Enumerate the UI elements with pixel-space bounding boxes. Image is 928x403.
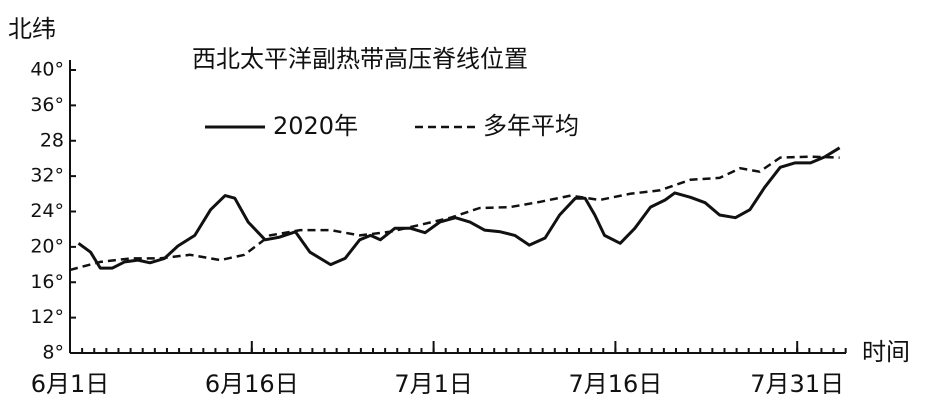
legend-label: 2020年 (273, 112, 358, 140)
series-line (69, 155, 840, 272)
x-axis-label: 时间 (862, 338, 910, 366)
y-tick-label: 12° (30, 306, 64, 328)
y-tick-label: 16° (30, 271, 64, 293)
x-tick-label: 6月1日 (31, 370, 110, 398)
x-tick-label: 7月16日 (568, 370, 662, 398)
y-tick-label: 24° (30, 200, 64, 222)
y-tick-label: 8° (42, 342, 64, 364)
x-tick-label: 6月16日 (205, 370, 299, 398)
y-tick-label: 36° (30, 94, 64, 116)
legend-label: 多年平均 (483, 112, 579, 140)
y-tick-label: 20° (30, 235, 64, 257)
y-tick-label: 32° (30, 165, 64, 187)
x-tick-label: 7月1日 (394, 370, 473, 398)
chart-title: 西北太平洋副热带高压脊线位置 (192, 45, 528, 73)
series-line (77, 146, 841, 270)
y-tick-label: 28 (40, 129, 64, 151)
y-tick-label: 40° (30, 59, 64, 81)
y-axis-label: 北纬 (8, 15, 56, 43)
x-tick-label: 7月31日 (750, 370, 844, 398)
